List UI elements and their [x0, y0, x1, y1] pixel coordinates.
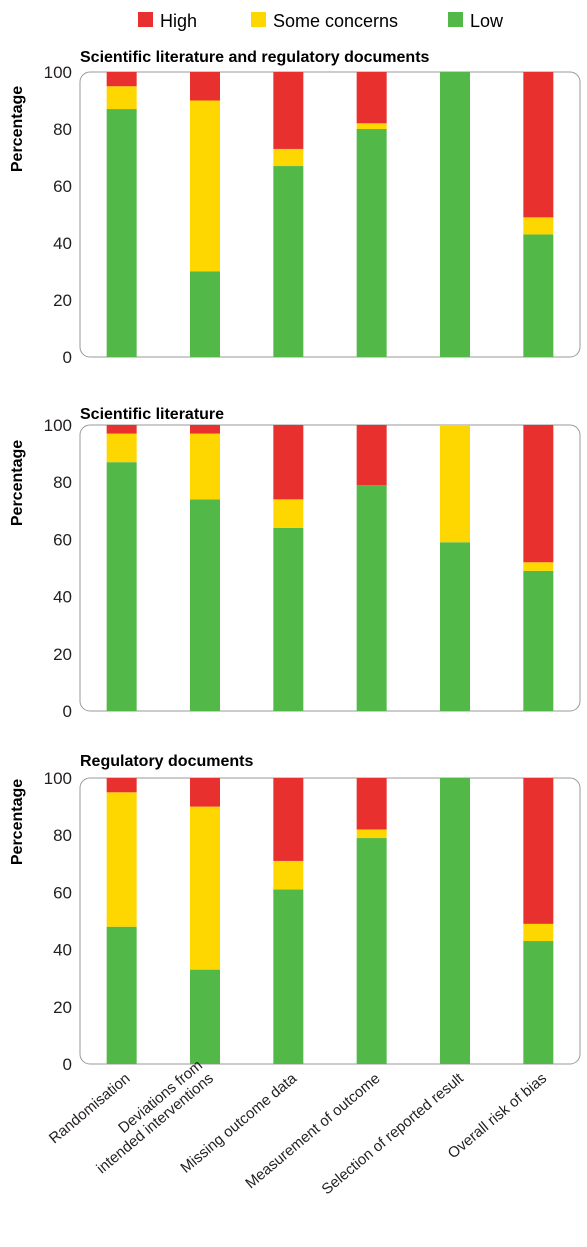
bar-segment-low — [440, 542, 470, 711]
bar-segment-low — [356, 838, 387, 1064]
y-tick-label: 40 — [53, 234, 72, 253]
bar-segment-high — [356, 778, 387, 830]
bar-segment-high — [356, 72, 387, 124]
legend-item-high: High — [138, 11, 197, 31]
bar-segment-high — [356, 425, 387, 486]
bar-segment-high — [523, 72, 554, 218]
y-tick-label: 0 — [63, 348, 72, 367]
legend-swatch-some-concerns — [251, 12, 266, 27]
bar-segment-high — [190, 72, 220, 101]
y-tick-label: 100 — [44, 769, 72, 788]
bar-segment-high — [273, 72, 304, 149]
plot-frame — [79, 71, 581, 358]
bar-segment-low — [190, 499, 220, 711]
bar-segment-some-concerns — [190, 806, 220, 970]
plot-frame — [79, 777, 581, 1065]
bar-segment-some-concerns — [523, 562, 554, 571]
y-tick-label: 100 — [44, 416, 72, 435]
bar-segment-low — [190, 969, 220, 1064]
y-axis-label: Percentage — [9, 440, 26, 526]
bar-segment-high — [106, 425, 137, 434]
bar-segment-some-concerns — [273, 499, 304, 528]
y-axis-label: Percentage — [9, 86, 26, 172]
y-tick-label: 0 — [63, 1055, 72, 1074]
y-tick-label: 60 — [53, 883, 72, 902]
bar-segment-low — [106, 462, 137, 711]
bar-segment-high — [273, 778, 304, 861]
bar-segment-some-concerns — [273, 860, 304, 890]
y-tick-label: 80 — [53, 826, 72, 845]
panel-2-plot: 0 20 40 60 80 100 — [44, 416, 581, 721]
legend-swatch-low — [448, 12, 463, 27]
legend-label-low: Low — [470, 11, 504, 31]
bar-segment-low — [273, 166, 304, 357]
bar-segment-high — [106, 72, 137, 87]
legend-item-some-concerns: Some concerns — [251, 11, 398, 31]
bar-segment-low — [190, 271, 220, 357]
bar-segment-some-concerns — [356, 123, 387, 129]
y-tick-label: 80 — [53, 120, 72, 139]
bar-segment-low — [106, 109, 137, 357]
x-tick-label: Selection of reported result — [319, 1069, 468, 1198]
panel-title: Scientific literature — [80, 406, 224, 423]
bar-segment-high — [190, 778, 220, 807]
bar-segment-low — [440, 72, 470, 357]
bar-segment-low — [106, 926, 137, 1064]
bar-segment-some-concerns — [356, 829, 387, 839]
legend-label-high: High — [160, 11, 197, 31]
bar-segment-high — [523, 778, 554, 924]
panel-regulatory-documents: Regulatory documents Percentage — [9, 753, 253, 865]
bar-segment-low — [273, 889, 304, 1064]
bar-segment-low — [523, 234, 554, 357]
y-tick-label: 20 — [53, 291, 72, 310]
x-tick-label-line: Randomisation — [46, 1070, 134, 1147]
y-tick-label: 60 — [53, 530, 72, 549]
bar-segment-some-concerns — [440, 425, 470, 543]
y-tick-label: 20 — [53, 645, 72, 664]
bar-segment-some-concerns — [523, 923, 554, 942]
bar-segment-some-concerns — [106, 86, 137, 110]
bar-segment-low — [356, 485, 387, 711]
panel-1-plot: 0 20 40 60 80 100 — [44, 63, 581, 367]
y-tick-label: 40 — [53, 941, 72, 960]
y-tick-label: 20 — [53, 998, 72, 1017]
x-tick-label: Measurement of outcome — [242, 1070, 383, 1192]
y-tick-label: 0 — [63, 702, 72, 721]
x-tick-label-line: Selection of reported result — [319, 1069, 468, 1198]
bar-segment-low — [273, 527, 304, 711]
bar-segment-high — [190, 425, 220, 434]
bar-segment-some-concerns — [190, 100, 220, 272]
x-tick-label: Randomisation — [46, 1070, 134, 1147]
plot-frame — [79, 424, 581, 712]
panel-scientific-literature: Scientific literature Percentage — [9, 406, 224, 526]
y-tick-label: 40 — [53, 588, 72, 607]
y-tick-label: 100 — [44, 63, 72, 82]
legend: High Some concerns Low — [138, 11, 504, 31]
legend-swatch-high — [138, 12, 153, 27]
bar-segment-some-concerns — [190, 433, 220, 500]
panel-title: Regulatory documents — [80, 753, 253, 770]
y-tick-label: 60 — [53, 177, 72, 196]
bar-segment-some-concerns — [273, 148, 304, 167]
y-tick-label: 80 — [53, 473, 72, 492]
bar-segment-high — [273, 425, 304, 500]
x-tick-label-line: Measurement of outcome — [242, 1070, 383, 1192]
bar-segment-low — [356, 129, 387, 357]
bar-segment-some-concerns — [106, 792, 137, 927]
bar-segment-low — [523, 941, 554, 1064]
y-axis-label: Percentage — [9, 779, 26, 865]
bar-segment-some-concerns — [106, 433, 137, 463]
bar-segment-low — [440, 778, 470, 1064]
bar-segment-low — [523, 570, 554, 711]
bar-segment-high — [523, 425, 554, 563]
legend-label-some-concerns: Some concerns — [273, 11, 398, 31]
panel-title: Scientific literature and regulatory doc… — [80, 49, 430, 66]
legend-item-low: Low — [448, 11, 504, 31]
bar-segment-high — [106, 778, 137, 793]
panel-combined: Scientific literature and regulatory doc… — [9, 49, 430, 172]
bar-segment-some-concerns — [523, 217, 554, 235]
